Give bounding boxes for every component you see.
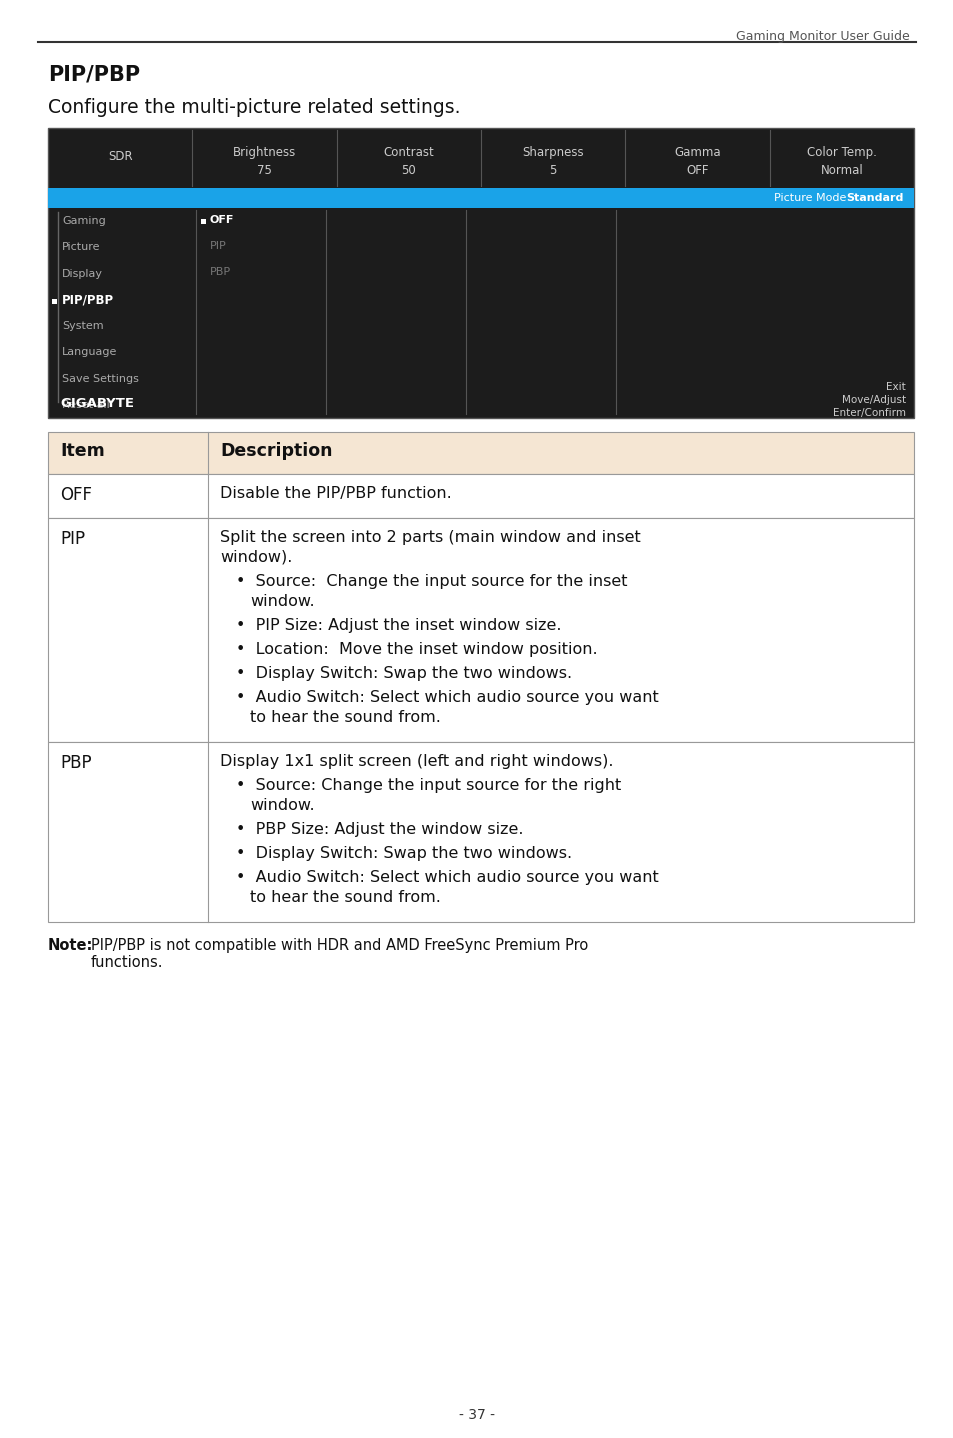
Text: window.: window. — [250, 798, 314, 812]
Bar — [201, 219, 206, 224]
Text: Gamma: Gamma — [674, 147, 720, 160]
Text: •  Audio Switch: Select which audio source you want: • Audio Switch: Select which audio sourc… — [235, 690, 659, 705]
Text: Split the screen into 2 parts (main window and inset: Split the screen into 2 parts (main wind… — [220, 531, 640, 545]
Text: Enter/Confirm: Enter/Confirm — [832, 408, 905, 418]
Text: 5: 5 — [549, 164, 557, 177]
Text: Display: Display — [62, 269, 103, 279]
Text: PBP: PBP — [210, 267, 231, 278]
Text: OFF: OFF — [685, 164, 708, 177]
Text: •  Location:  Move the inset window position.: • Location: Move the inset window positi… — [235, 641, 597, 657]
Text: PIP/PBP is not compatible with HDR and AMD FreeSync Premium Pro
functions.: PIP/PBP is not compatible with HDR and A… — [91, 938, 588, 971]
Bar — [48, 128, 913, 418]
Text: PIP: PIP — [210, 242, 227, 252]
Text: •  PBP Size: Adjust the window size.: • PBP Size: Adjust the window size. — [235, 823, 523, 837]
Text: window).: window). — [220, 549, 292, 565]
Text: Move/Adjust: Move/Adjust — [841, 395, 905, 406]
Bar — [48, 188, 913, 209]
Text: •  Source: Change the input source for the right: • Source: Change the input source for th… — [235, 778, 620, 792]
Text: •  Source:  Change the input source for the inset: • Source: Change the input source for th… — [235, 574, 627, 590]
Text: Display 1x1 split screen (left and right windows).: Display 1x1 split screen (left and right… — [220, 754, 613, 769]
Text: OFF: OFF — [210, 216, 234, 224]
Text: Configure the multi-picture related settings.: Configure the multi-picture related sett… — [48, 98, 460, 116]
Text: 50: 50 — [401, 164, 416, 177]
Text: PBP: PBP — [60, 754, 91, 772]
Text: Item: Item — [60, 441, 105, 460]
Text: Picture Mode: Picture Mode — [773, 193, 845, 203]
Text: Gaming Monitor User Guide: Gaming Monitor User Guide — [736, 30, 909, 43]
Text: Language: Language — [62, 348, 117, 358]
Text: •  Display Switch: Swap the two windows.: • Display Switch: Swap the two windows. — [235, 666, 572, 682]
Text: OFF: OFF — [60, 486, 91, 503]
Text: to hear the sound from.: to hear the sound from. — [250, 890, 440, 905]
Text: Gaming: Gaming — [62, 216, 106, 226]
Text: System: System — [62, 321, 104, 331]
Text: PIP/PBP: PIP/PBP — [48, 65, 140, 85]
Text: window.: window. — [250, 594, 314, 610]
Text: Contrast: Contrast — [383, 147, 434, 160]
Bar — [48, 742, 913, 922]
Text: Exit: Exit — [885, 383, 905, 393]
Text: Color Temp.: Color Temp. — [806, 147, 876, 160]
Text: Sharpness: Sharpness — [522, 147, 583, 160]
Text: - 37 -: - 37 - — [458, 1408, 495, 1422]
Bar — [48, 475, 913, 518]
Text: Note:: Note: — [48, 938, 93, 953]
Text: PIP: PIP — [60, 531, 85, 548]
Text: SDR: SDR — [108, 150, 132, 162]
Text: Save Settings: Save Settings — [62, 374, 139, 384]
Text: Standard: Standard — [845, 193, 903, 203]
Text: to hear the sound from.: to hear the sound from. — [250, 710, 440, 725]
Text: 75: 75 — [256, 164, 272, 177]
Bar — [48, 431, 913, 475]
Text: Brightness: Brightness — [233, 147, 295, 160]
Bar — [48, 518, 913, 742]
Text: Description: Description — [220, 441, 333, 460]
Text: •  PIP Size: Adjust the inset window size.: • PIP Size: Adjust the inset window size… — [235, 618, 561, 633]
Text: Reset all: Reset all — [62, 400, 110, 410]
Text: Picture: Picture — [62, 243, 100, 253]
Text: •  Audio Switch: Select which audio source you want: • Audio Switch: Select which audio sourc… — [235, 870, 659, 884]
Text: •  Display Switch: Swap the two windows.: • Display Switch: Swap the two windows. — [235, 846, 572, 861]
Bar — [52, 299, 57, 303]
Text: Normal: Normal — [820, 164, 862, 177]
Text: PIP/PBP: PIP/PBP — [62, 293, 114, 306]
Text: GIGABYTE: GIGABYTE — [60, 397, 133, 410]
Text: Disable the PIP/PBP function.: Disable the PIP/PBP function. — [220, 486, 452, 500]
